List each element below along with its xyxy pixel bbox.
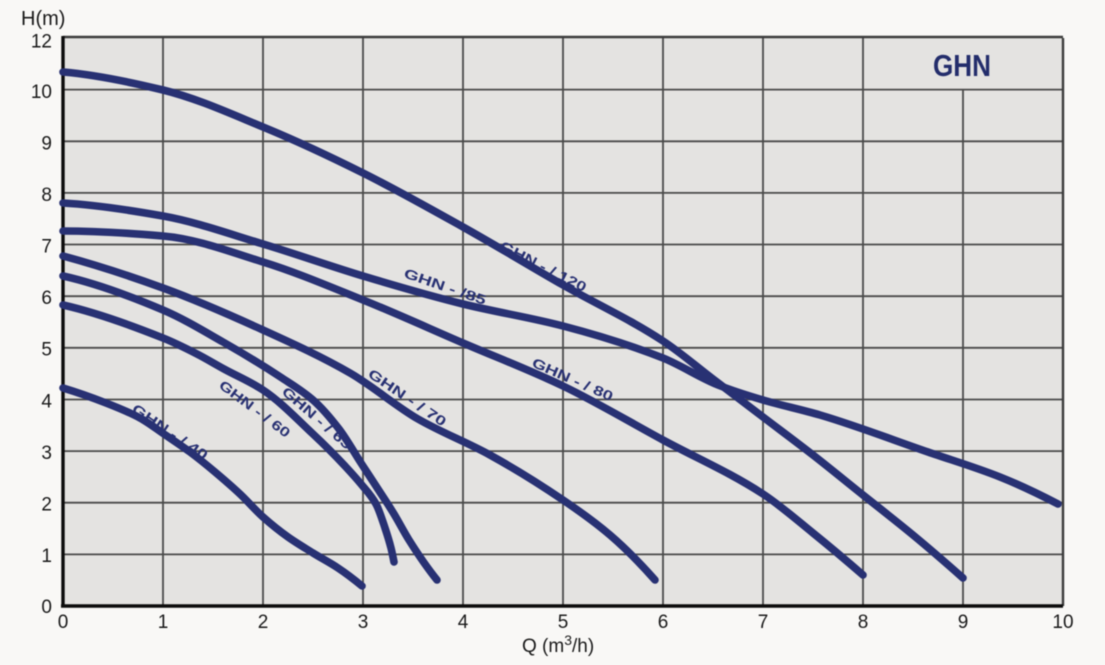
- svg-text:3: 3: [41, 443, 52, 464]
- svg-text:5: 5: [558, 612, 569, 633]
- svg-text:0: 0: [58, 612, 69, 633]
- svg-text:4: 4: [41, 392, 52, 413]
- svg-text:8: 8: [41, 185, 52, 206]
- svg-text:9: 9: [958, 612, 969, 633]
- svg-text:7: 7: [41, 237, 52, 258]
- svg-text:6: 6: [658, 612, 669, 633]
- svg-text:0: 0: [41, 597, 52, 618]
- svg-text:7: 7: [758, 612, 769, 633]
- svg-text:2: 2: [258, 612, 269, 633]
- svg-text:4: 4: [458, 612, 469, 633]
- svg-text:12: 12: [31, 32, 52, 53]
- svg-text:5: 5: [41, 340, 52, 361]
- svg-text:2: 2: [41, 495, 52, 516]
- svg-text:H(m): H(m): [21, 8, 65, 30]
- svg-text:1: 1: [158, 612, 169, 633]
- svg-text:8: 8: [858, 612, 869, 633]
- svg-text:9: 9: [41, 134, 52, 155]
- svg-text:10: 10: [31, 82, 52, 103]
- svg-text:Q (m3/h): Q (m3/h): [522, 632, 594, 657]
- svg-text:GHN: GHN: [933, 48, 991, 83]
- svg-text:6: 6: [41, 288, 52, 309]
- svg-text:10: 10: [1052, 612, 1073, 633]
- svg-text:3: 3: [358, 612, 369, 633]
- svg-text:1: 1: [41, 546, 52, 567]
